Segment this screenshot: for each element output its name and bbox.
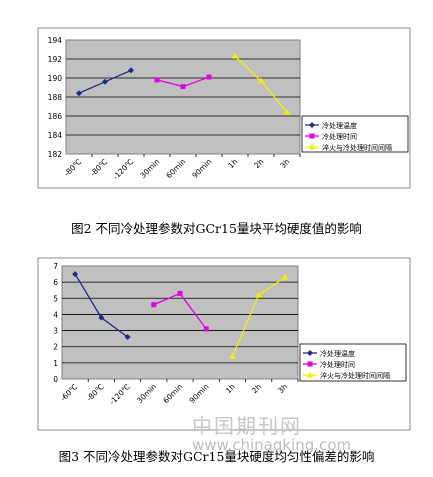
chart3-series-2-point: [151, 302, 157, 308]
chart2-series-3: [231, 52, 291, 115]
chart2-series-3-point: [257, 77, 265, 84]
chart3-y-tick-label: 0: [53, 375, 58, 384]
chart2-y-tick-label: 188: [48, 93, 63, 102]
chart2-series-3-point: [283, 108, 291, 115]
chart2-series-1-point: [128, 67, 134, 74]
chart2-y-tick-label: 186: [48, 112, 63, 121]
chart-3-caption: 图3 不同冷处理参数对GCr15量块硬度均匀性偏差的影响: [58, 449, 375, 464]
chart3-series-3-point: [228, 352, 236, 359]
chart3-series-3-point: [281, 273, 289, 280]
chart2-series-3-point: [231, 52, 239, 59]
chart2-series-1: [76, 67, 134, 97]
chart2-series-1-point: [102, 78, 108, 85]
chart3-legend-marker: [307, 361, 313, 367]
chart2-y-tick-label: 184: [48, 131, 63, 140]
chart3-legend-label: 冷处理温度: [320, 349, 355, 358]
chart3-y-tick-label: 4: [53, 310, 58, 319]
chart2-y-tick-label: 182: [48, 150, 63, 159]
chart3-legend-marker: [307, 350, 313, 356]
chart2-legend: [301, 115, 409, 153]
chart3-series-1: [72, 271, 131, 341]
chart3-series-2: [151, 290, 209, 332]
chart3-legend-label: 淬火与冷处理时间间隔: [320, 371, 390, 380]
chart2-legend-marker: [309, 133, 315, 139]
chart2-y-tick-label: 194: [48, 36, 63, 45]
chart2-series-2-point: [180, 84, 186, 90]
chart3-legend: [299, 343, 407, 382]
chart3-series-2-point: [177, 290, 183, 296]
chart3-series-1-point: [72, 271, 79, 278]
chart2-series-2-point: [206, 74, 212, 80]
chart3-y-tick-label: 1: [53, 359, 58, 368]
chart-2-caption: 图2 不同冷处理参数对GCr15量块平均硬度值的影响: [71, 221, 362, 236]
chart2-legend-marker: [309, 122, 315, 128]
chart3-series-3: [228, 273, 289, 359]
chart3-plot-area: [61, 265, 299, 380]
chart3-y-tick-label: 6: [53, 278, 58, 287]
chart3-y-tick-label: 5: [53, 294, 58, 303]
chart2-series-1-point: [76, 90, 82, 97]
chart3-series-3-point: [255, 291, 263, 298]
chart3-series-1-point: [98, 314, 105, 321]
figure-3: 0 1 2 3 4 5 6 7 -60℃ -80℃ -120℃ 30min 60min 90min 1h 2h…: [0, 240, 433, 473]
chart2-legend-label: 冷处理时间: [322, 132, 357, 141]
chart3-y-tick-label: 3: [53, 327, 58, 336]
watermark-text: 中国期刊网: [192, 414, 302, 438]
chart3-legend-marker: [306, 371, 314, 378]
figure-2: 182 184 186 188 190 192 194 -80℃ -80℃ -120℃ 30min 6…: [37, 27, 411, 236]
chart3-legend-label: 冷处理时间: [320, 360, 355, 369]
watermark-url: www.chinaqking.com: [192, 436, 352, 454]
chart3-y-tick-label: 2: [53, 343, 58, 352]
chart2-y-tick-label: 192: [48, 55, 63, 64]
watermark: 中国期刊网 www.chinaqking.com: [192, 416, 351, 453]
chart2-legend-label: 冷处理温度: [322, 121, 357, 130]
chart2-series-2-point: [154, 77, 160, 83]
chart3-y-tick-label: 7: [53, 262, 58, 271]
chart3-series-2-point: [203, 326, 209, 332]
chart2-legend-label: 淬火与冷处理时间间隔: [322, 143, 392, 152]
chart2-series-2: [154, 74, 212, 90]
chart2-y-tick-label: 190: [48, 74, 63, 83]
chart3-series-1-point: [124, 334, 131, 341]
chart2-legend-marker: [308, 143, 316, 150]
